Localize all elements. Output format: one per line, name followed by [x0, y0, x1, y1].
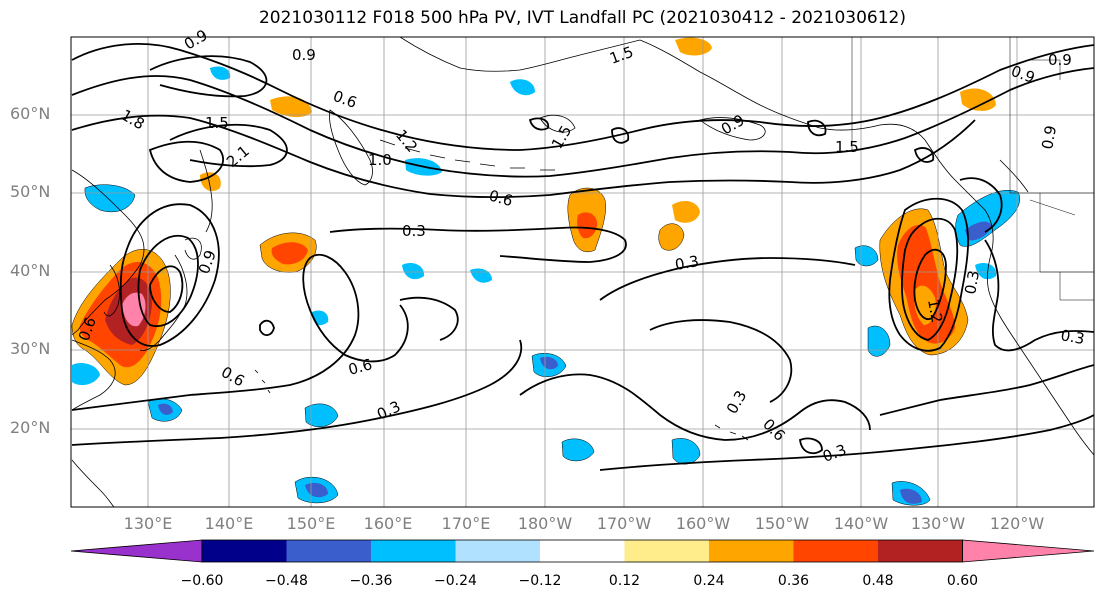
colorbar — [70, 539, 1095, 563]
lat-label: 50°N — [10, 182, 51, 201]
lon-label: 120°W — [989, 514, 1045, 533]
contour-label: 0.9 — [292, 46, 316, 64]
colorbar-tick: 0.12 — [608, 573, 641, 589]
lon-label: 140°W — [833, 514, 889, 533]
lon-label: 130°E — [123, 514, 173, 533]
colorbar-arrow-right — [962, 539, 1095, 563]
colorbar-tick: −0.48 — [265, 573, 308, 589]
contour-label: 1.0 — [368, 151, 392, 169]
colorbar-segment — [202, 540, 287, 562]
contour-label: 0.3 — [961, 269, 983, 296]
lon-label: 170°E — [441, 514, 491, 533]
pv-contours — [71, 43, 1094, 471]
colorbar-tick: 0.48 — [862, 573, 894, 589]
colorbar-tick: −0.24 — [434, 573, 477, 589]
contour-label: 1.2 — [924, 298, 946, 325]
colorbar-tick: 0.36 — [777, 573, 810, 589]
contour-label: 0.6 — [487, 186, 515, 210]
colorbar-tick: −0.36 — [349, 573, 393, 589]
ivt-shading — [71, 37, 1020, 506]
contour-label: 1.5 — [835, 138, 859, 156]
colorbar-tick: 0.24 — [693, 573, 725, 589]
colorbar-tick: −0.12 — [518, 573, 562, 589]
contour-label: 0.3 — [402, 222, 426, 240]
lon-label: 160°W — [675, 514, 731, 533]
lon-label: 150°E — [286, 514, 336, 533]
lat-label: 60°N — [10, 104, 51, 123]
contour-label: 1.5 — [205, 114, 229, 132]
contour-label: 0.9 — [1048, 51, 1072, 69]
colorbar-tick: 0.60 — [946, 573, 979, 589]
colorbar-arrow-left — [70, 539, 203, 563]
colorbar-segment — [371, 540, 456, 562]
coastlines — [71, 37, 1094, 507]
lat-label: 30°N — [10, 339, 51, 358]
colorbar-segment — [286, 540, 371, 562]
contour-label: 0.9 — [1038, 124, 1060, 151]
lat-label: 20°N — [10, 418, 51, 437]
colorbar-segment — [540, 540, 625, 562]
colorbar-tick: −0.60 — [180, 573, 224, 589]
colorbar-frame — [201, 539, 963, 563]
lon-label: 150°W — [754, 514, 810, 533]
lat-label: 40°N — [10, 261, 51, 280]
colorbar-segment — [878, 540, 963, 562]
colorbar-segment — [793, 540, 878, 562]
lon-label: 140°E — [204, 514, 254, 533]
contour-label: 0.3 — [674, 252, 701, 274]
lon-label: 130°W — [910, 514, 966, 533]
lon-label: 160°E — [363, 514, 413, 533]
map-frame — [70, 36, 1095, 508]
map-gridlines — [71, 37, 1094, 507]
colorbar-segment — [624, 540, 709, 562]
lon-label: 170°W — [596, 514, 652, 533]
colorbar-segment — [455, 540, 540, 562]
lon-label: 180°W — [517, 514, 573, 533]
contour-label: 0.6 — [346, 355, 374, 379]
map-title: 2021030112 F018 500 hPa PV, IVT Landfall… — [258, 8, 906, 28]
colorbar-segment — [709, 540, 794, 562]
contour-label: 0.3 — [1059, 326, 1086, 348]
